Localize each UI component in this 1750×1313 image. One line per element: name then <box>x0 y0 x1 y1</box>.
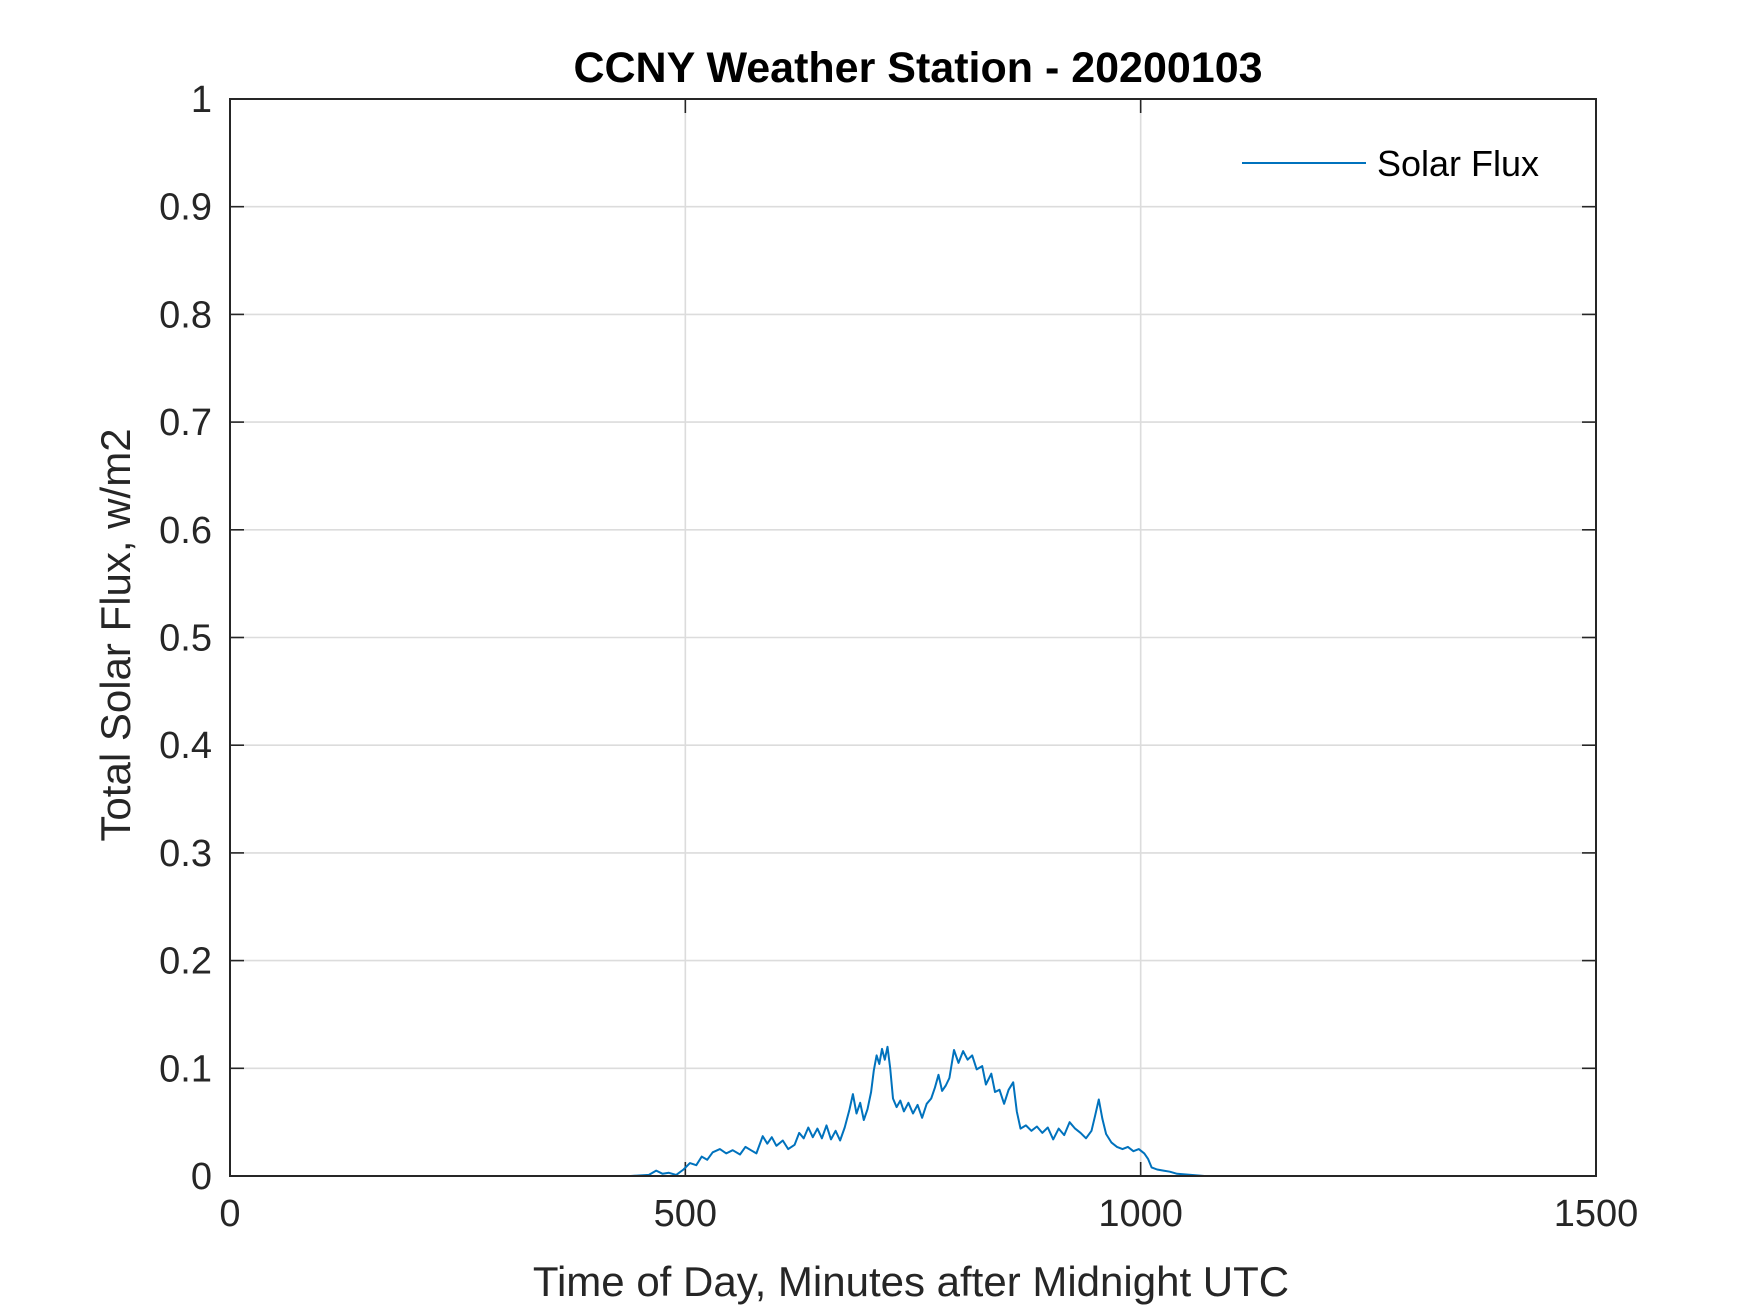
x-tick-labels: 0 500 1000 1500 <box>219 1193 1638 1235</box>
x-tick-label: 500 <box>654 1193 717 1235</box>
y-tick-label: 0.8 <box>159 294 212 336</box>
axes-box <box>229 98 1597 1177</box>
y-tick-label: 0.3 <box>159 833 212 875</box>
x-axis-label: Time of Day, Minutes after Midnight UTC <box>533 1258 1289 1305</box>
chart-title: CCNY Weather Station - 20200103 <box>573 44 1262 92</box>
series-layer <box>230 1045 1542 1177</box>
y-tick-label: 0.9 <box>159 187 212 229</box>
x-tick-label: 0 <box>219 1193 240 1235</box>
y-tick-label: 0.4 <box>159 725 212 767</box>
y-tick-label: 0.7 <box>159 402 212 444</box>
y-tick-label: 0.6 <box>159 510 212 552</box>
y-tick-label: 0.1 <box>159 1048 212 1090</box>
y-tick-label: 0.2 <box>159 941 212 983</box>
y-tick-label: 0.5 <box>159 618 212 660</box>
y-tick-labels: 0 0.1 0.2 0.3 0.4 0.5 0.6 0.7 0.8 0.9 1 <box>159 79 212 1198</box>
y-tick-label: 1 <box>191 79 212 121</box>
y-axis-label: Total Solar Flux, w/m2 <box>92 428 139 841</box>
series-line-solar-flux <box>230 1045 1542 1177</box>
x-tick-label: 1000 <box>1098 1193 1183 1235</box>
grid-lines <box>230 99 1596 1176</box>
x-tick-label: 1500 <box>1554 1193 1639 1235</box>
y-tick-label: 0 <box>191 1156 212 1198</box>
legend-label-solar-flux: Solar Flux <box>1377 143 1539 184</box>
legend: Solar Flux <box>1242 143 1539 184</box>
